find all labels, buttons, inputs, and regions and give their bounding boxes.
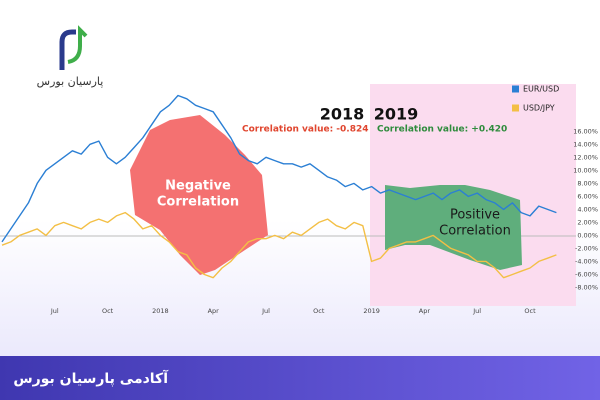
positive-area [385, 185, 522, 270]
x-tick-label: Jul [472, 307, 481, 315]
series-line [1, 211, 557, 279]
annotation: Correlation [439, 224, 511, 239]
x-tick-label: Apr [419, 307, 431, 315]
legend-label: USD/JPY [523, 104, 555, 113]
annotation: 2018 [320, 105, 365, 124]
y-tick-label: -6.00% [575, 270, 598, 278]
y-tick-label: 14.00% [573, 140, 598, 148]
annotation: Negative [165, 179, 231, 194]
y-tick-label: 6.00% [577, 192, 598, 200]
legend-swatch [512, 85, 519, 93]
logo-mark [59, 29, 76, 70]
x-tick-label: 2018 [152, 307, 169, 315]
x-tick-label: 2019 [363, 307, 380, 315]
y-tick-label: -2.00% [575, 244, 598, 252]
legend-swatch [512, 104, 519, 112]
y-tick-label: -8.00% [575, 283, 598, 291]
x-tick-label: Jul [261, 307, 270, 315]
y-tick-label: 12.00% [573, 153, 598, 161]
y-tick-label: 4.00% [577, 205, 598, 213]
y-tick-label: 0.00% [577, 231, 598, 239]
x-tick-label: Jul [50, 307, 59, 315]
footer-text: آکادمی پارسیان بورس [13, 369, 169, 387]
annotation: Correlation value: -0.824 [242, 125, 369, 135]
logo-mark [67, 25, 88, 64]
legend-label: EUR/USD [523, 85, 559, 94]
y-tick-label: 16.00% [573, 127, 598, 135]
footer-bar [0, 356, 600, 400]
y-tick-label: -4.00% [575, 257, 598, 265]
x-tick-label: Oct [313, 307, 325, 315]
x-tick-label: Apr [208, 307, 220, 315]
x-tick-label: Oct [102, 307, 114, 315]
logo-text: پارسیان بورس [37, 75, 104, 88]
annotation: 2019 [374, 105, 419, 124]
annotation: Positive [450, 208, 500, 223]
y-tick-label: 2.00% [577, 218, 598, 226]
y-tick-label: 8.00% [577, 179, 598, 187]
logo: پارسیان بورس [37, 25, 104, 88]
x-tick-label: Oct [524, 307, 536, 315]
negative-area [130, 115, 268, 275]
annotation: Correlation [157, 195, 239, 210]
y-tick-label: 10.00% [573, 166, 598, 174]
series-line [1, 94, 557, 243]
annotation: Correlation value: +0.420 [377, 125, 507, 135]
